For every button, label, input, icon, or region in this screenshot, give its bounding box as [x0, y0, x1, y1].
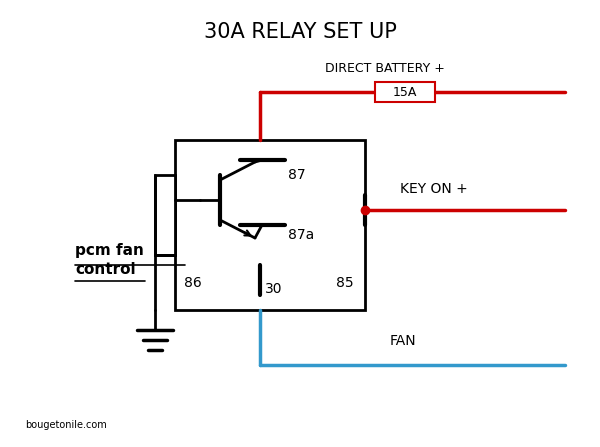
Text: FAN: FAN — [390, 334, 416, 348]
Bar — [375, 82, 435, 102]
Text: 30: 30 — [265, 282, 283, 296]
Text: 85: 85 — [336, 276, 354, 290]
Text: 86: 86 — [184, 276, 202, 290]
Text: DIRECT BATTERY +: DIRECT BATTERY + — [325, 62, 445, 75]
Text: 15A: 15A — [393, 85, 417, 98]
Text: 30A RELAY SET UP: 30A RELAY SET UP — [203, 22, 397, 42]
Text: pcm fan
control: pcm fan control — [75, 243, 144, 277]
Text: 87: 87 — [288, 168, 305, 182]
Bar — [175, 140, 365, 310]
Bar — [155, 175, 175, 255]
Text: 87a: 87a — [288, 228, 314, 242]
Text: bougetonile.com: bougetonile.com — [25, 420, 107, 430]
Text: KEY ON +: KEY ON + — [400, 182, 468, 196]
